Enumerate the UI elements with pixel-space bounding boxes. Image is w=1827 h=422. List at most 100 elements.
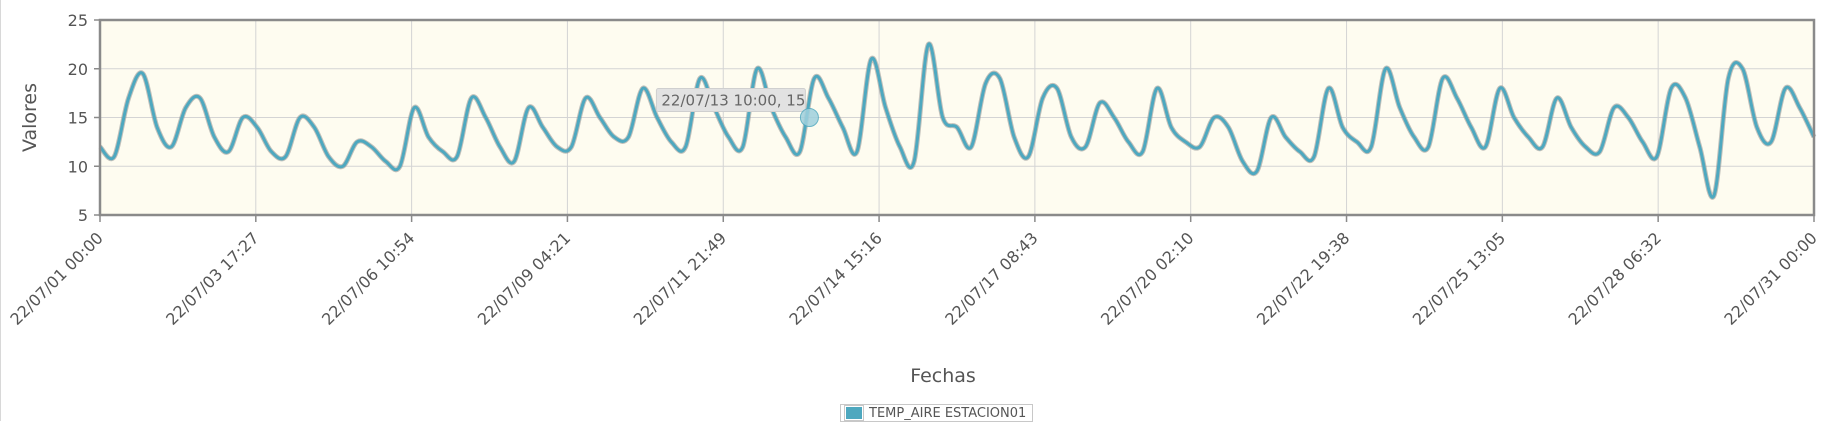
data-point[interactable] — [954, 124, 960, 130]
data-point[interactable] — [168, 144, 174, 150]
data-point[interactable] — [868, 56, 874, 62]
data-point[interactable] — [554, 144, 560, 150]
data-point[interactable] — [1525, 134, 1531, 140]
data-point[interactable] — [1625, 115, 1631, 121]
data-point[interactable] — [725, 134, 731, 140]
data-point[interactable] — [440, 149, 446, 155]
data-point[interactable] — [1797, 105, 1803, 111]
tooltip-highlight-point[interactable] — [799, 108, 819, 127]
data-point[interactable] — [825, 95, 831, 101]
data-point[interactable] — [1725, 76, 1731, 82]
data-point[interactable] — [1482, 144, 1488, 150]
data-point[interactable] — [468, 95, 474, 101]
data-point[interactable] — [311, 124, 317, 130]
data-point[interactable] — [625, 134, 631, 140]
chart-legend[interactable]: TEMP_AIRE ESTACION01 — [840, 404, 1034, 422]
data-point[interactable] — [1782, 85, 1788, 91]
data-point[interactable] — [1740, 66, 1746, 72]
data-point[interactable] — [183, 105, 189, 111]
data-point[interactable] — [1040, 95, 1046, 101]
data-point[interactable] — [797, 149, 803, 155]
data-point[interactable] — [126, 95, 132, 101]
data-point[interactable] — [283, 154, 289, 160]
data-point[interactable] — [568, 144, 574, 150]
data-point[interactable] — [1768, 139, 1774, 145]
data-point[interactable] — [1197, 144, 1203, 150]
data-point[interactable] — [1254, 168, 1260, 174]
data-point[interactable] — [1311, 154, 1317, 160]
data-point[interactable] — [526, 105, 532, 111]
data-point[interactable] — [397, 163, 403, 169]
data-point[interactable] — [783, 134, 789, 140]
data-point[interactable] — [197, 95, 203, 101]
data-point[interactable] — [983, 80, 989, 86]
data-point[interactable] — [683, 144, 689, 150]
data-point[interactable] — [597, 115, 603, 121]
data-point[interactable] — [411, 105, 417, 111]
data-point[interactable] — [911, 158, 917, 164]
data-point[interactable] — [811, 76, 817, 82]
data-point[interactable] — [1568, 124, 1574, 130]
data-point[interactable] — [511, 158, 517, 164]
data-point[interactable] — [1211, 115, 1217, 121]
data-point[interactable] — [654, 115, 660, 121]
data-point[interactable] — [340, 163, 346, 169]
data-point[interactable] — [383, 158, 389, 164]
data-point[interactable] — [840, 124, 846, 130]
data-point[interactable] — [1597, 149, 1603, 155]
data-point[interactable] — [1640, 139, 1646, 145]
data-point[interactable] — [1340, 124, 1346, 130]
data-point[interactable] — [925, 41, 931, 47]
data-point[interactable] — [1097, 100, 1103, 106]
data-point[interactable] — [1411, 134, 1417, 140]
data-point[interactable] — [1711, 193, 1717, 199]
data-point[interactable] — [1540, 144, 1546, 150]
data-point[interactable] — [968, 144, 974, 150]
data-point[interactable] — [1554, 95, 1560, 101]
data-point[interactable] — [997, 76, 1003, 82]
data-point[interactable] — [1068, 134, 1074, 140]
data-point[interactable] — [483, 115, 489, 121]
data-point[interactable] — [454, 154, 460, 160]
data-point[interactable] — [1297, 149, 1303, 155]
data-point[interactable] — [426, 134, 432, 140]
data-point[interactable] — [1511, 115, 1517, 121]
data-point[interactable] — [1754, 124, 1760, 130]
data-point[interactable] — [140, 71, 146, 77]
data-point[interactable] — [1682, 95, 1688, 101]
data-point[interactable] — [326, 154, 332, 160]
data-point[interactable] — [697, 76, 703, 82]
data-point[interactable] — [268, 149, 274, 155]
data-point[interactable] — [1240, 158, 1246, 164]
data-point[interactable] — [883, 105, 889, 111]
data-point[interactable] — [740, 144, 746, 150]
data-point[interactable] — [1611, 105, 1617, 111]
data-point[interactable] — [640, 85, 646, 91]
data-point[interactable] — [1183, 139, 1189, 145]
data-point[interactable] — [940, 115, 946, 121]
data-point[interactable] — [368, 144, 374, 150]
data-point[interactable] — [240, 115, 246, 121]
data-point[interactable] — [111, 154, 117, 160]
data-point[interactable] — [897, 144, 903, 150]
data-point[interactable] — [583, 95, 589, 101]
data-point[interactable] — [754, 66, 760, 72]
data-point[interactable] — [1497, 85, 1503, 91]
data-point[interactable] — [1325, 85, 1331, 91]
data-point[interactable] — [1283, 134, 1289, 140]
data-point[interactable] — [1140, 149, 1146, 155]
data-point[interactable] — [154, 124, 160, 130]
data-point[interactable] — [1425, 144, 1431, 150]
data-point[interactable] — [354, 139, 360, 145]
data-point[interactable] — [1454, 95, 1460, 101]
data-point[interactable] — [254, 124, 260, 130]
data-point[interactable] — [1111, 115, 1117, 121]
data-point[interactable] — [1468, 124, 1474, 130]
data-point[interactable] — [1368, 144, 1374, 150]
data-point[interactable] — [1582, 144, 1588, 150]
data-point[interactable] — [1225, 124, 1231, 130]
data-point[interactable] — [611, 134, 617, 140]
data-point[interactable] — [211, 134, 217, 140]
data-point[interactable] — [1397, 105, 1403, 111]
data-point[interactable] — [1125, 139, 1131, 145]
